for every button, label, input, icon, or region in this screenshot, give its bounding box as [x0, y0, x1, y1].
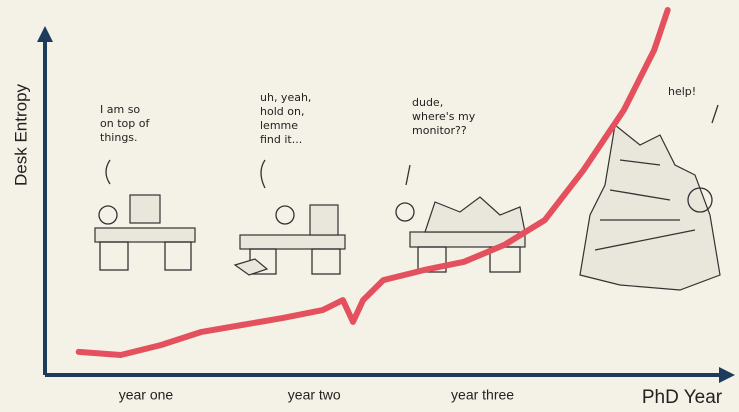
- desk-sketch: [579, 104, 721, 291]
- speech-text: help!: [668, 85, 696, 98]
- x-tick-label: year one: [119, 387, 174, 403]
- speech-text: monitor??: [412, 124, 467, 137]
- speech-text: things.: [100, 131, 138, 144]
- speech-text: uh, yeah,: [260, 91, 311, 104]
- y-axis-arrow: [37, 26, 53, 42]
- desk-sketch: [94, 159, 196, 271]
- speech-text: I am so: [100, 103, 140, 116]
- speech-text: dude,: [412, 96, 443, 109]
- speech-text: on top of: [100, 117, 150, 130]
- x-tick-label: year two: [288, 387, 341, 403]
- line: [75, 7, 671, 358]
- desk-sketch: [395, 164, 526, 273]
- desk-sketch: [233, 159, 346, 276]
- speech-text: find it...: [260, 133, 302, 146]
- speech-text: hold on,: [260, 105, 304, 118]
- x-axis-title: PhD Year: [642, 387, 723, 408]
- x-axis-arrow: [719, 367, 735, 383]
- y-axis-title: Desk Entropy: [11, 83, 30, 186]
- speech-text: lemme: [260, 119, 298, 132]
- x-tick-label: year three: [451, 387, 514, 403]
- speech-text: where's my: [412, 110, 476, 123]
